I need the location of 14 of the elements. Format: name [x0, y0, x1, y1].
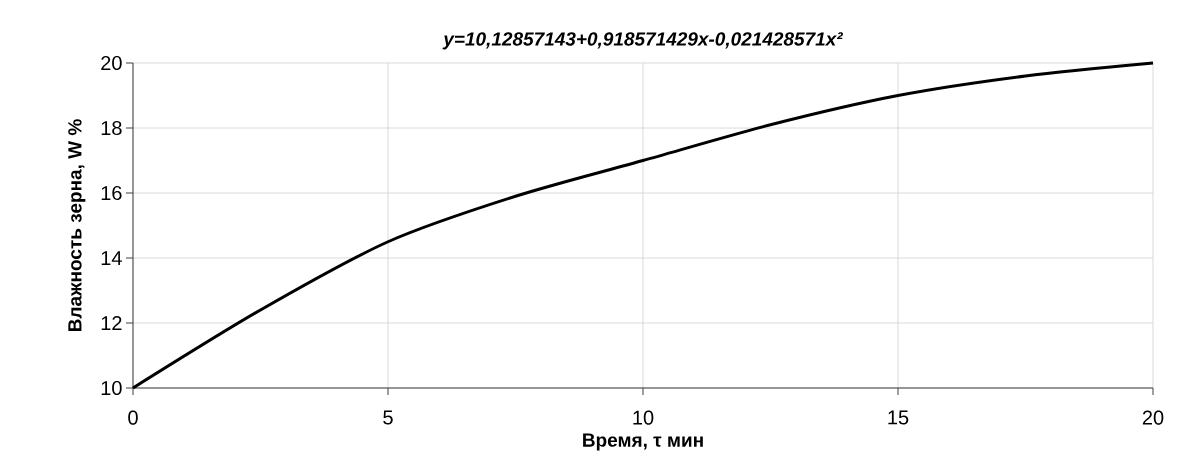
- y-tick-label: 14: [101, 251, 122, 265]
- x-axis-title: Время, τ мин: [583, 433, 703, 451]
- y-tick-label: 18: [101, 120, 122, 136]
- x-tick-label: 10: [633, 410, 654, 425]
- y-tick-label: 12: [101, 316, 122, 330]
- x-tick-label: 5: [383, 410, 393, 425]
- y-tick-label: 10: [101, 380, 122, 396]
- y-tick-label: 20: [101, 55, 122, 71]
- y-tick-label: 16: [101, 185, 122, 201]
- x-tick-label: 15: [888, 410, 909, 425]
- x-tick-label: 0: [128, 410, 138, 425]
- x-tick-label: 20: [1142, 410, 1164, 425]
- y-axis-title: Влажность зерна, W %: [68, 119, 86, 332]
- chart-title: y=10,12857143+0,918571429x-0,021428571x²: [442, 32, 844, 50]
